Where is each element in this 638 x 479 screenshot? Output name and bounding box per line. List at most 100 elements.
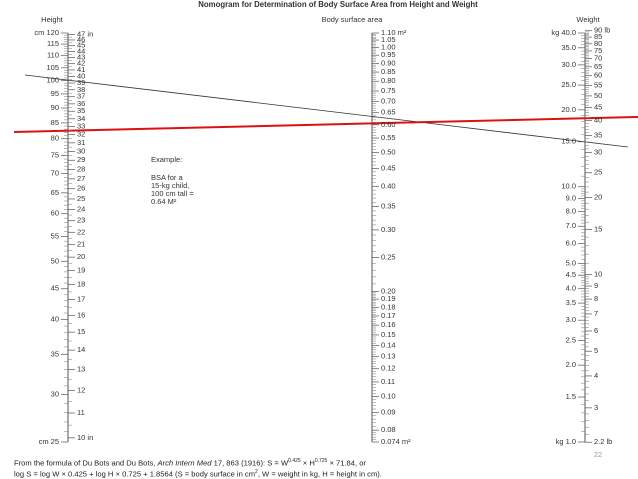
tick-label: 41 xyxy=(77,65,85,74)
tick-label: cm 25 xyxy=(39,437,59,446)
tick-label: 13 xyxy=(77,364,85,373)
tick-label: 80 xyxy=(594,39,602,48)
tick-label: 10 in xyxy=(77,433,93,442)
text: 0.725 xyxy=(314,458,328,464)
tick-label: 37 xyxy=(77,92,85,101)
text: 17, 863 (1916): S = W xyxy=(211,458,289,468)
text: log S = log W × 0.425 + log H × 0.725 + … xyxy=(14,469,256,479)
tick-label: 25.0 xyxy=(561,80,576,89)
tick-label: 90 xyxy=(51,103,59,112)
tick-label: 32 xyxy=(77,130,85,139)
tick-label: 0.30 xyxy=(381,225,396,234)
tick-label: 30 xyxy=(51,389,59,398)
tick-label: 115 xyxy=(47,39,59,48)
tick-label: 80 xyxy=(51,134,59,143)
tick-label: 3.5 xyxy=(566,298,576,307)
header: Weight xyxy=(576,15,600,24)
tick-label: 0.65 xyxy=(381,108,396,117)
tick-label: 50 xyxy=(594,91,602,100)
tick-label: 3 xyxy=(594,403,598,412)
tick-label: 14 xyxy=(77,345,85,354)
tick-label: 16 xyxy=(77,310,85,319)
tick-label: 0.75 xyxy=(381,86,396,95)
tick-label: 10.0 xyxy=(561,182,576,191)
tick-label: 21 xyxy=(77,239,85,248)
tick-label: 29 xyxy=(77,155,85,164)
tick-label: 39 xyxy=(77,78,85,87)
tick-label: 60 xyxy=(594,71,602,80)
tick-label: 6.0 xyxy=(566,238,576,247)
tick-label: 6 xyxy=(594,326,598,335)
tick-label: 9.0 xyxy=(566,193,576,202)
tick-label: 0.85 xyxy=(381,67,396,76)
example-text: 15-kg child, xyxy=(151,181,189,190)
tick-label: 70 xyxy=(594,54,602,63)
tick-label: 0.55 xyxy=(381,133,396,142)
tick-label: 35 xyxy=(77,106,85,115)
tick-label: 20 xyxy=(594,192,602,201)
tick-label: 35.0 xyxy=(561,43,576,52)
tick-label: 34 xyxy=(77,114,85,123)
tick-label: 110 xyxy=(47,51,59,60)
tick-label: 36 xyxy=(77,99,85,108)
tick-label: 0.70 xyxy=(381,96,396,105)
tick-label: 46 xyxy=(77,35,85,44)
tick-label: 38 xyxy=(77,85,85,94)
tick-label: 4 xyxy=(594,371,598,380)
tick-label: 26 xyxy=(77,184,85,193)
tick-label: 5 xyxy=(594,346,598,355)
tick-label: 100 xyxy=(46,76,59,85)
tick-label: 0.08 xyxy=(381,425,396,434)
tick-label: 50 xyxy=(51,256,59,265)
tick-label: 42 xyxy=(77,59,85,68)
tick-label: 25 xyxy=(594,168,602,177)
tick-label: 75 xyxy=(51,151,59,160)
tick-label: 0.15 xyxy=(381,330,396,339)
tick-label: 12 xyxy=(77,385,85,394)
tick-label: cm 120 xyxy=(34,28,59,37)
tick-label: 2.5 xyxy=(566,335,576,344)
tick-label: 15 xyxy=(594,224,602,233)
tick-label: 0.16 xyxy=(381,320,396,329)
tick-label: 45 xyxy=(594,103,602,112)
tick-label: 0.25 xyxy=(381,253,396,262)
tick-label: 43 xyxy=(77,53,85,62)
example-text: 0.64 M² xyxy=(151,197,177,206)
example: Example: BSA for a15-kg child,100 cm tall… xyxy=(151,155,194,206)
tick-label: 30.0 xyxy=(561,60,576,69)
tick-label: 0.19 xyxy=(381,294,396,303)
tick-label: 2.2 lb xyxy=(594,437,612,446)
text: Arch Intern Med xyxy=(157,458,212,468)
tick-label: 95 xyxy=(51,89,59,98)
tick-label: 1.5 xyxy=(566,392,576,401)
tick-label: 5.0 xyxy=(566,259,576,268)
tick-label: 0.45 xyxy=(381,163,396,172)
tick-label: 31 xyxy=(77,138,85,147)
tick-label: 1.05 xyxy=(381,35,396,44)
tick-label: 55 xyxy=(51,231,59,240)
tick-label: 0.90 xyxy=(381,58,396,67)
tick-label: 45 xyxy=(77,41,85,50)
tick-label: 25 xyxy=(77,194,85,203)
tick-label: 18 xyxy=(77,280,85,289)
text: × H xyxy=(300,458,315,468)
tick-label: 1.10 m² xyxy=(381,28,407,37)
tick-label: 2.0 xyxy=(566,360,576,369)
reference-line xyxy=(24,74,629,148)
text: 2 xyxy=(255,469,258,475)
tick-label: 85 xyxy=(594,32,602,41)
tick-label: 65 xyxy=(51,188,59,197)
tick-label: 1.00 xyxy=(381,42,396,51)
tick-label: 0.60 xyxy=(381,120,396,129)
tick-label: 0.18 xyxy=(381,302,396,311)
tick-label: 4.0 xyxy=(566,283,576,292)
tick-label: 0.80 xyxy=(381,76,396,85)
tick-label: 90 lb xyxy=(594,26,610,35)
tick-label: 9 xyxy=(594,281,598,290)
tick-label: 40 xyxy=(77,71,85,80)
tick-label: 85 xyxy=(51,118,59,127)
tick-label: 8 xyxy=(594,294,598,303)
tick-label: 55 xyxy=(594,80,602,89)
tick-label: 17 xyxy=(77,294,85,303)
tick-label: 7.0 xyxy=(566,221,576,230)
